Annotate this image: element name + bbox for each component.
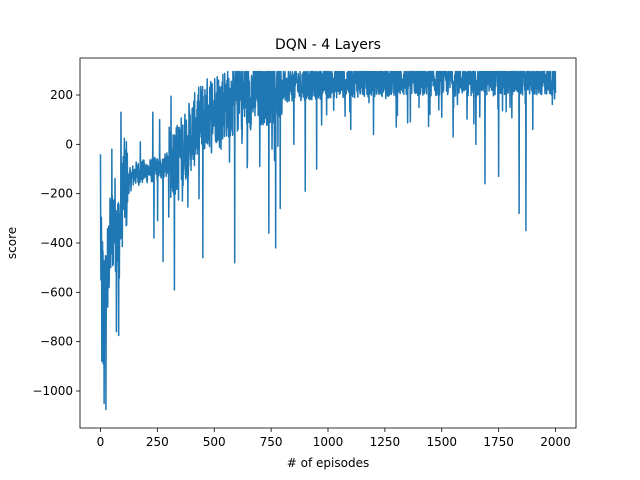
y-tick-label: 0 <box>65 137 73 151</box>
x-tick-label: 1500 <box>426 435 457 449</box>
score-series-line <box>99 70 557 411</box>
x-tick-label: 750 <box>260 435 283 449</box>
x-tick-label: 250 <box>146 435 169 449</box>
series-layer <box>99 70 557 411</box>
x-tick-label: 1750 <box>483 435 514 449</box>
x-tick-label: 0 <box>97 435 105 449</box>
x-axis-ticks: 0 250 500 750 1000 1250 1500 1750 2000 <box>97 428 571 449</box>
y-tick-label: −400 <box>40 236 73 250</box>
y-tick-label: −200 <box>40 187 73 201</box>
plot-background <box>80 58 576 428</box>
x-axis-label: # of episodes <box>287 456 369 470</box>
x-tick-label: 1250 <box>370 435 401 449</box>
y-tick-label: 200 <box>50 88 73 102</box>
x-tick-label: 2000 <box>540 435 571 449</box>
y-axis-ticks: −1000 −800 −600 −400 −200 0 200 <box>32 88 80 398</box>
y-tick-label: −800 <box>40 335 73 349</box>
y-axis-label: score <box>5 227 19 259</box>
y-tick-label: −1000 <box>32 384 73 398</box>
x-tick-label: 500 <box>203 435 226 449</box>
y-tick-label: −600 <box>40 285 73 299</box>
x-tick-label: 1000 <box>313 435 344 449</box>
chart-title: DQN - 4 Layers <box>275 37 381 53</box>
